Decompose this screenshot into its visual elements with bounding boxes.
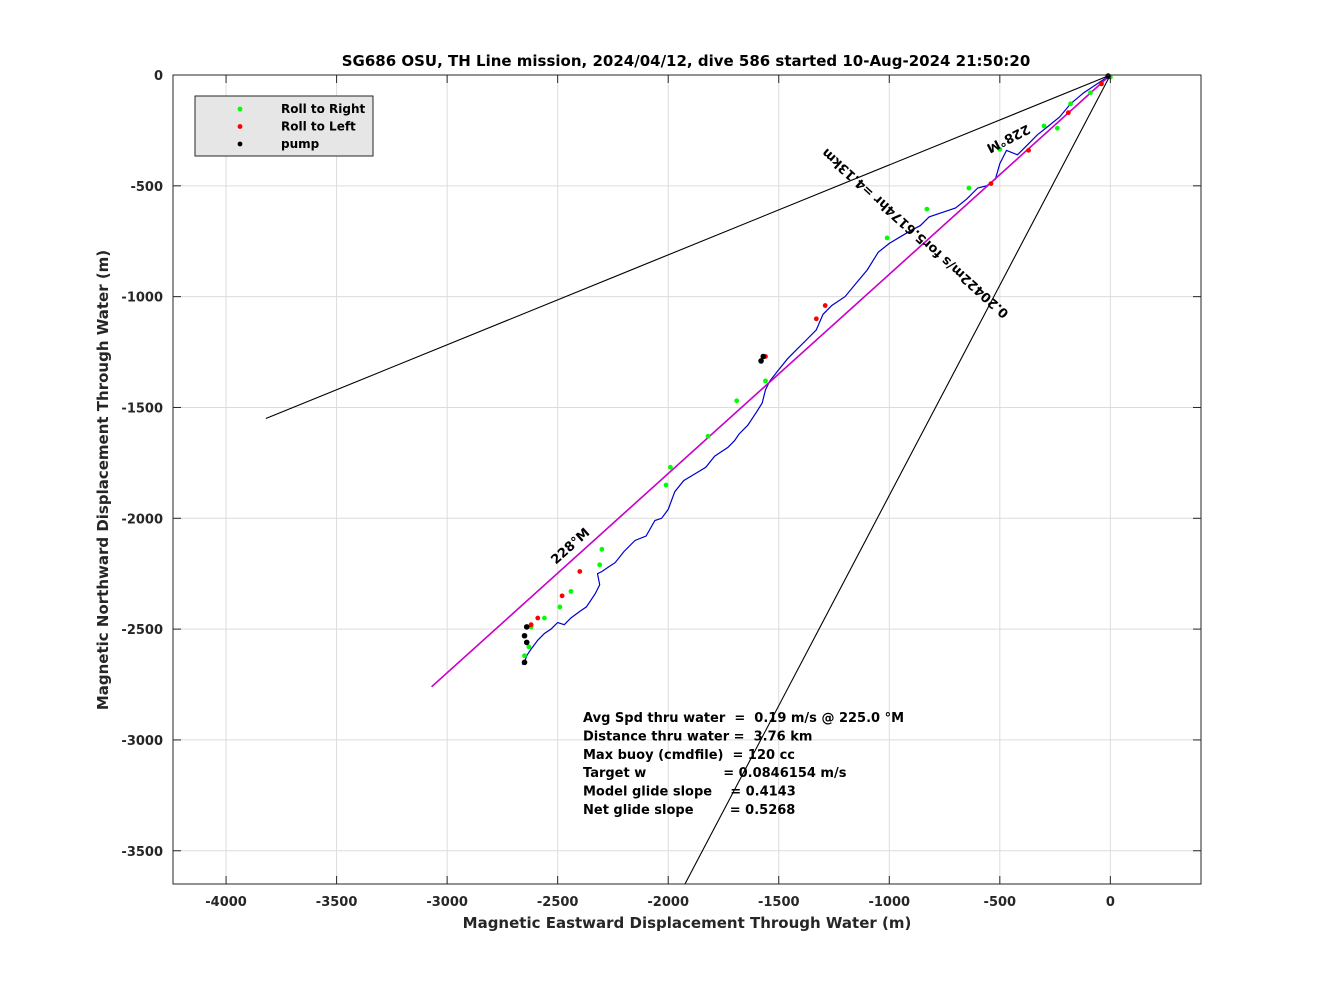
x-tick-label: -3500: [316, 895, 358, 910]
y-tick-label: -2500: [121, 623, 163, 638]
roll-right-marker: [997, 146, 1003, 152]
legend-box: [194, 95, 374, 157]
x-tick-label: -2000: [647, 895, 689, 910]
roll-right-marker: [542, 615, 547, 621]
roll-left-marker: [535, 615, 541, 621]
x-tick-label: -1000: [868, 895, 910, 910]
roll-right-marker: [1068, 101, 1073, 107]
roll-right-marker: [966, 185, 972, 191]
y-tick-label: -500: [130, 180, 163, 195]
roll-right-marker: [924, 206, 930, 212]
roll-right-marker: [663, 482, 669, 488]
heading-line: [431, 75, 1111, 688]
roll-right-marker: [1088, 90, 1093, 96]
roll-left-marker: [577, 569, 583, 574]
roll-left-marker: [813, 316, 819, 322]
x-tick-label: -4000: [205, 895, 247, 910]
roll-left-marker: [1026, 147, 1031, 153]
x-tick-labels: -4000 -3500 -3000 -2500 -2000 -1500 -1000 -500 0: [205, 895, 1115, 910]
roll-right-marker: [884, 235, 890, 241]
chart-title: SG686 OSU, TH Line mission, 2024/04/12, …: [342, 52, 1031, 70]
legend-label: pump: [281, 137, 320, 151]
x-tick-label: 0: [1106, 895, 1115, 910]
roll-right-marker: [568, 589, 574, 594]
pump-marker: [523, 639, 530, 646]
legend: Roll to Right Roll to Left pump: [194, 95, 374, 157]
roll-left-marker: [1065, 110, 1071, 116]
roll-right-marker: [526, 644, 532, 650]
x-tick-label: -500: [984, 895, 1017, 910]
roll-right-marker: [557, 604, 563, 610]
stats-line: Max buoy (cmdfile) = 120 cc: [583, 748, 795, 763]
pump-marker: [758, 358, 764, 364]
x-tick-label: -1500: [758, 895, 800, 910]
y-tick-label: -2000: [121, 512, 163, 527]
legend-label: Roll to Left: [281, 120, 356, 134]
stats-line: Model glide slope = 0.4143: [583, 785, 796, 800]
pump-marker: [760, 353, 767, 360]
y-tick-label: -1500: [121, 401, 163, 416]
pump-marker: [521, 632, 528, 639]
stats-line: Target w = 0.0846154 m/s: [583, 766, 847, 781]
axes-frame: [172, 74, 1202, 885]
pump-marker: [523, 624, 530, 630]
x-tick-label: -3000: [426, 895, 468, 910]
roll-left-marker: [528, 622, 534, 628]
roll-left-marker: [822, 303, 828, 308]
roll-left-marker: [988, 181, 994, 187]
pump-marker: [521, 659, 528, 666]
roll-right-marker: [705, 433, 711, 439]
plot-area: [172, 73, 1202, 885]
stats-block: Avg Spd thru water = 0.19 m/s @ 225.0 °M…: [583, 711, 904, 818]
x-axis-title: Magnetic Eastward Displacement Through W…: [463, 914, 912, 932]
stats-line: Avg Spd thru water = 0.19 m/s @ 225.0 °M: [583, 711, 904, 726]
roll-left-marker: [559, 593, 565, 599]
heading-cone-line: [684, 75, 1111, 884]
roll-right-marker: [522, 653, 527, 659]
y-tick-label: -1000: [121, 291, 163, 306]
y-tick-label: 0: [154, 69, 163, 84]
stats-line: Distance thru water = 3.76 km: [583, 729, 812, 744]
legend-marker: [237, 141, 243, 147]
roll-right-marker: [734, 398, 740, 404]
y-axis-title: Magnetic Northward Displacement Through …: [94, 250, 112, 710]
tick-marks: [173, 74, 1201, 884]
roll-right-marker: [599, 546, 605, 552]
y-tick-labels: 0 -500 -1000 -1500 -2000 -2500 -3000 -3500: [121, 69, 163, 860]
roll-left-marker: [1099, 81, 1104, 87]
legend-marker: [237, 124, 243, 129]
y-tick-label: -3500: [121, 845, 163, 860]
x-tick-label: -2500: [537, 895, 579, 910]
roll-right-marker: [597, 562, 603, 568]
roll-right-marker: [668, 464, 673, 470]
axes-background: [173, 75, 1201, 884]
stats-line: Net glide slope = 0.5268: [583, 803, 795, 818]
roll-right-marker: [1041, 123, 1047, 129]
y-tick-label: -3000: [121, 734, 163, 749]
roll-right-marker: [763, 378, 768, 384]
roll-right-marker: [1054, 125, 1060, 131]
heading-cone-line: [265, 75, 1111, 420]
legend-entries: Roll to Right Roll to Left pump: [237, 102, 366, 151]
legend-label: Roll to Right: [281, 102, 366, 116]
legend-marker: [237, 106, 243, 112]
